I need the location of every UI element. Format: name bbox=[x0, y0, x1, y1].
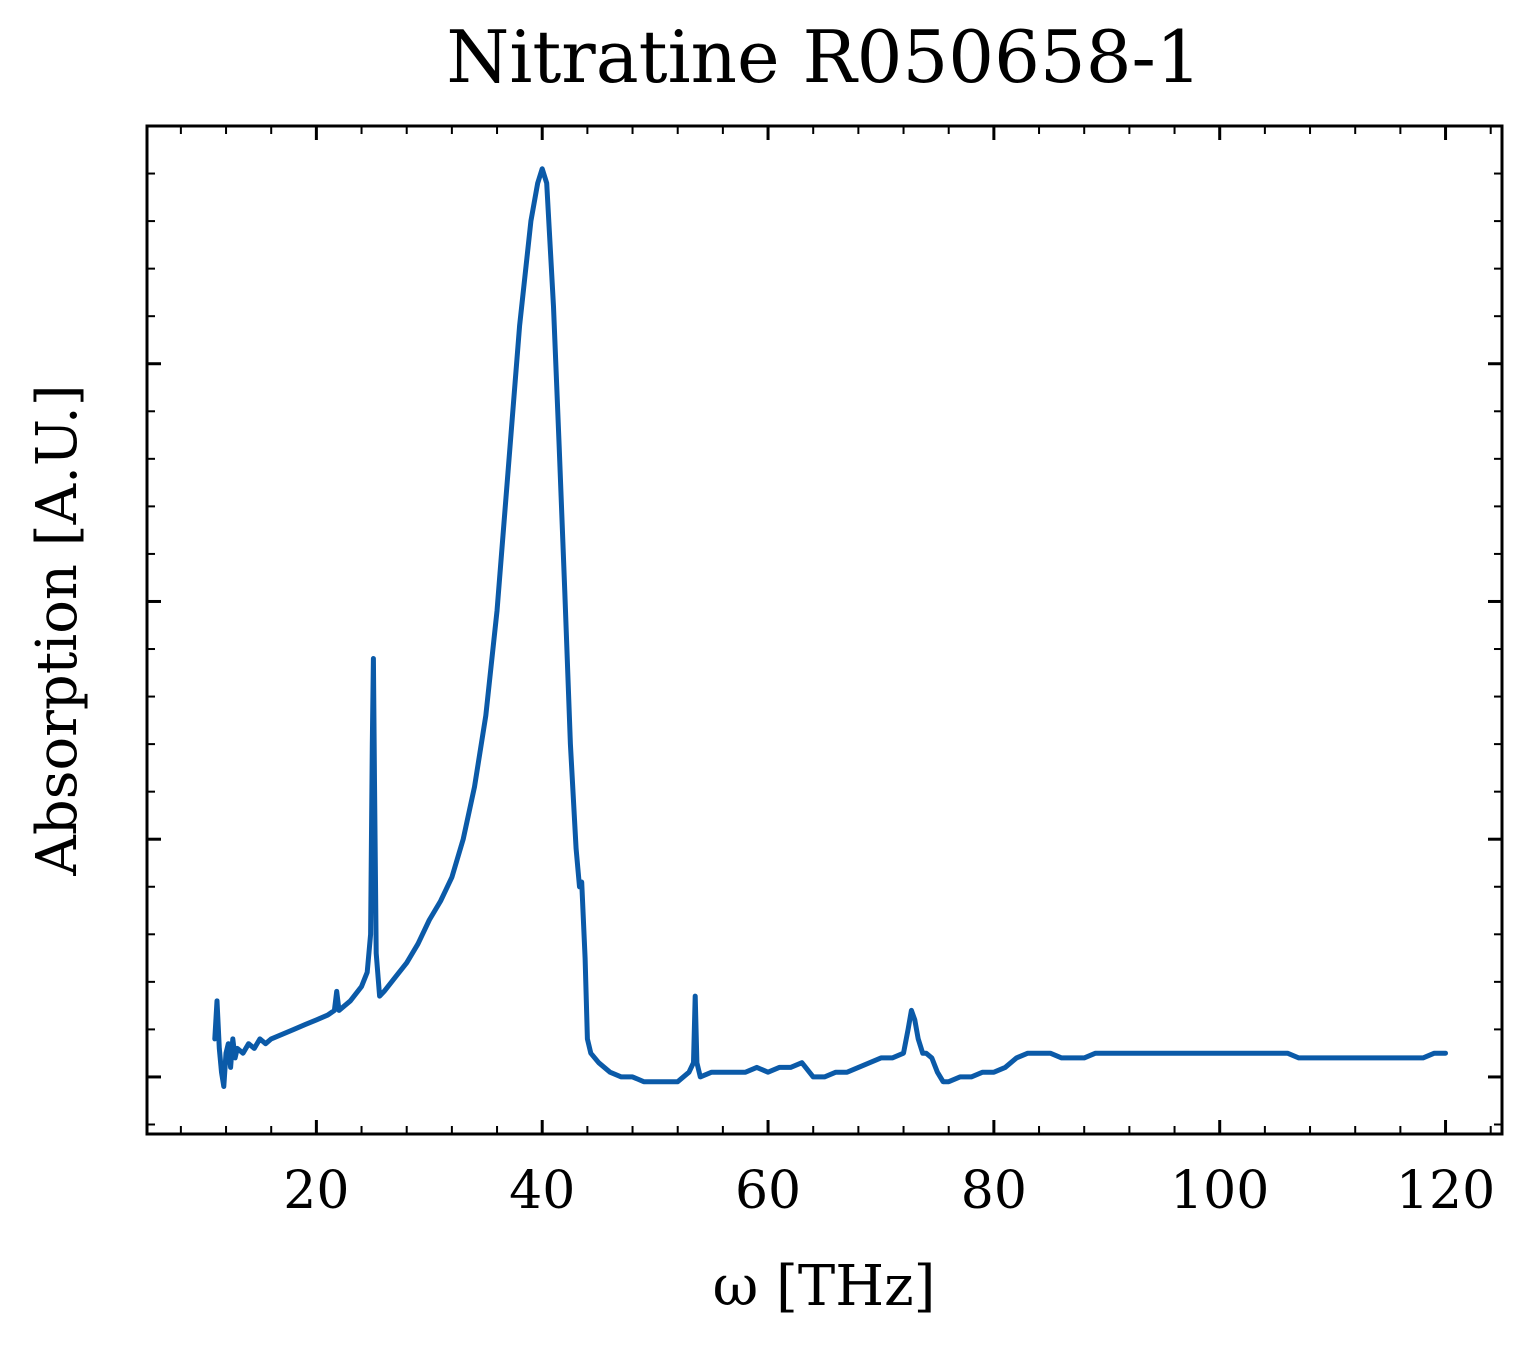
x-tick-label: 100 bbox=[1170, 1161, 1269, 1221]
plot-frame bbox=[145, 124, 1504, 1136]
x-axis-label: ω [THz] bbox=[713, 1254, 936, 1319]
y-axis-label: Absorption [A.U.] bbox=[25, 384, 90, 876]
chart-title: Nitratine R050658-1 bbox=[446, 15, 1201, 99]
x-tick-labels: 20 40 60 80 100 120 bbox=[283, 1161, 1495, 1221]
x-tick-label: 20 bbox=[283, 1161, 349, 1221]
x-tick-label: 60 bbox=[735, 1161, 801, 1221]
minor-ticks bbox=[147, 125, 1502, 1134]
series-line-absorption bbox=[212, 166, 1448, 1089]
x-tick-label: 120 bbox=[1396, 1161, 1495, 1221]
major-ticks bbox=[147, 126, 1502, 1134]
x-tick-label: 40 bbox=[509, 1161, 575, 1221]
x-tick-label: 80 bbox=[961, 1161, 1027, 1221]
plot-area: 20 40 60 80 100 120 bbox=[145, 124, 1504, 1221]
